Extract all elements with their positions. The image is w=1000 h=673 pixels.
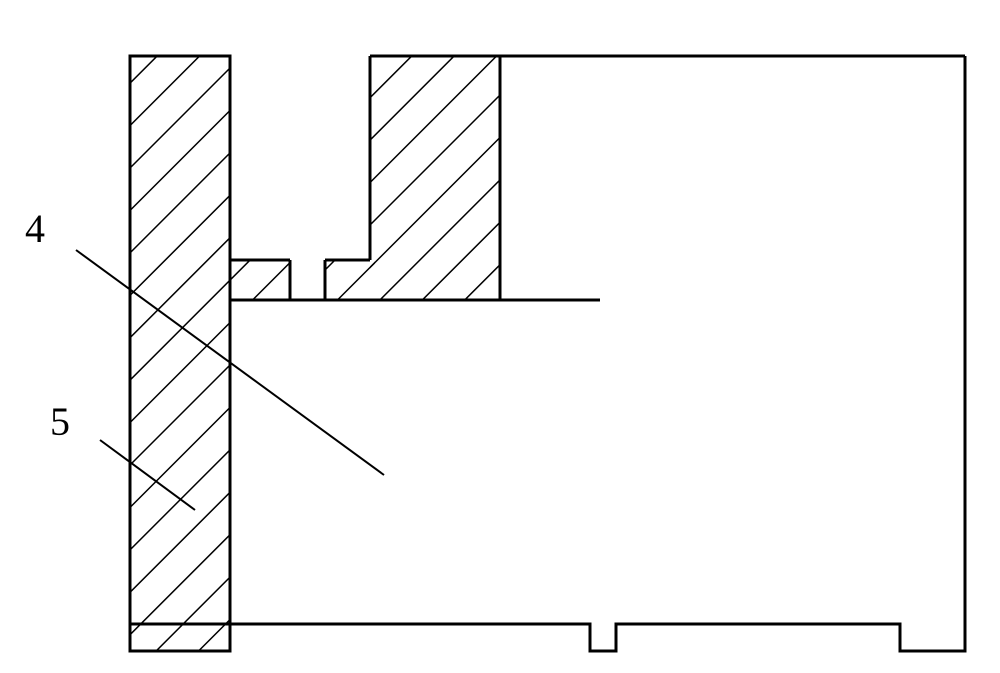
- callout-label-5: 5: [50, 398, 70, 445]
- engineering-section-view: [0, 0, 1000, 673]
- callout-label-4: 4: [25, 205, 45, 252]
- outline-strokes: [130, 56, 965, 651]
